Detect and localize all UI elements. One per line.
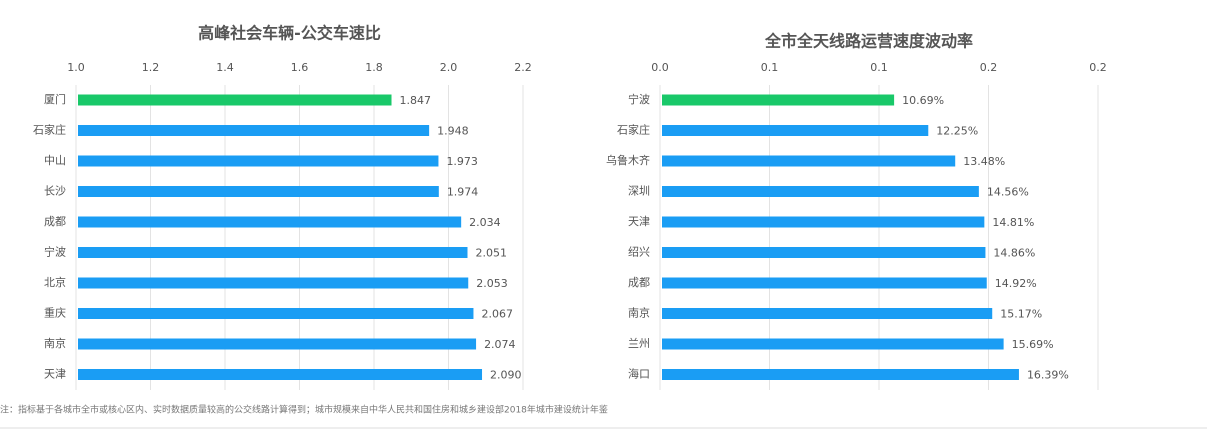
y-tick-label: 宁波 (44, 245, 66, 259)
bar (662, 369, 1019, 380)
y-tick-label: 兰州 (628, 337, 650, 350)
chart-title: 全市全天线路运营速度波动率 (764, 32, 973, 51)
data-label: 1.847 (400, 94, 432, 107)
data-label: 15.69% (1012, 338, 1054, 351)
data-label: 14.56% (987, 186, 1029, 199)
y-tick-label: 南京 (44, 336, 66, 350)
data-label: 14.81% (992, 216, 1034, 229)
x-tick-label: 1.2 (142, 61, 160, 74)
y-tick-label: 南京 (628, 306, 650, 320)
data-label: 2.051 (475, 247, 507, 260)
bar (662, 94, 895, 106)
bar (78, 186, 439, 197)
data-label: 2.067 (481, 308, 513, 321)
data-label: 12.25% (936, 125, 978, 138)
y-tick-label: 石家庄 (33, 123, 66, 137)
data-label: 16.39% (1027, 369, 1069, 382)
bar (662, 247, 986, 258)
x-tick-label: 2.0 (440, 61, 458, 74)
data-label: 13.48% (963, 155, 1005, 168)
bar (78, 277, 469, 289)
data-label: 2.034 (469, 216, 501, 229)
y-tick-label: 宁波 (628, 92, 650, 106)
bar (662, 216, 985, 228)
x-tick-label: 1.8 (365, 61, 383, 74)
y-tick-label: 成都 (628, 276, 650, 289)
x-tick-label: 0.2 (980, 61, 998, 74)
data-label: 10.69% (902, 94, 944, 107)
footnote: 注：指标基于各城市全市或核心区内、实时数据质量较高的公交线路计算得到；城市规模来… (0, 404, 608, 416)
x-tick-label: 1.4 (216, 61, 234, 74)
x-tick-label: 0.0 (651, 61, 669, 74)
bar (78, 247, 468, 258)
data-label: 15.17% (1000, 308, 1042, 321)
y-tick-label: 乌鲁木齐 (606, 153, 650, 167)
data-label: 2.053 (476, 277, 508, 290)
bar (662, 308, 993, 319)
y-tick-label: 重庆 (44, 306, 66, 320)
x-tick-label: 2.2 (514, 61, 532, 74)
data-label: 2.090 (490, 369, 522, 382)
bar (78, 216, 462, 228)
y-tick-label: 天津 (44, 368, 66, 381)
bar (662, 186, 979, 197)
x-tick-label: 0.1 (870, 61, 888, 74)
x-tick-label: 1.0 (67, 61, 85, 74)
bar (662, 338, 1004, 350)
bar (78, 155, 439, 167)
x-tick-label: 0.1 (761, 61, 779, 74)
y-tick-label: 海口 (628, 367, 650, 381)
data-label: 14.86% (993, 247, 1035, 260)
bar (662, 125, 929, 136)
data-label: 14.92% (995, 277, 1037, 290)
x-tick-label: 0.2 (1089, 61, 1107, 74)
bar (662, 277, 987, 289)
y-tick-label: 成都 (44, 215, 66, 228)
y-tick-label: 厦门 (44, 92, 66, 106)
y-tick-label: 绍兴 (628, 245, 650, 259)
y-tick-label: 中山 (44, 154, 66, 167)
bar (78, 338, 477, 350)
chart-title: 高峰社会车辆-公交车速比 (198, 24, 381, 43)
bar (78, 125, 430, 136)
y-tick-label: 长沙 (44, 185, 66, 198)
data-label: 1.974 (447, 186, 479, 199)
y-tick-label: 石家庄 (617, 123, 650, 137)
bar (78, 94, 392, 106)
data-label: 1.973 (446, 155, 478, 168)
y-tick-label: 天津 (628, 215, 650, 228)
data-label: 2.074 (484, 338, 516, 351)
bar (78, 308, 474, 319)
bar (662, 155, 956, 167)
data-label: 1.948 (437, 125, 469, 138)
bar (78, 369, 483, 380)
x-tick-label: 1.6 (291, 61, 309, 74)
y-tick-label: 北京 (44, 275, 66, 289)
y-tick-label: 深圳 (628, 185, 650, 198)
